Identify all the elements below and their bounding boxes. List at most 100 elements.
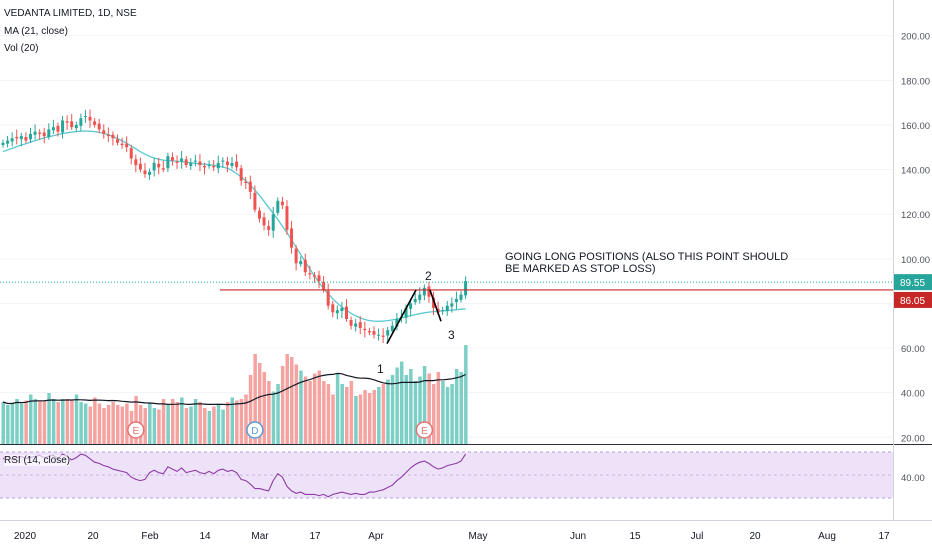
candle-body <box>436 308 440 313</box>
annotations-layer: E D E GOING LONG POSITIONS (ALSO THIS POINT… <box>127 251 788 439</box>
volume-bar <box>418 376 422 444</box>
volume-bar <box>290 357 294 444</box>
volume-bar <box>143 408 147 444</box>
candle-body <box>235 161 239 168</box>
candle-body <box>290 228 294 248</box>
candle-body <box>120 143 124 146</box>
candle-body <box>97 123 101 130</box>
volume-bar <box>28 394 33 444</box>
volume-bar <box>184 408 189 444</box>
candle-body <box>230 162 234 166</box>
x-tick-label: May <box>469 531 488 542</box>
volume-bar <box>47 393 51 444</box>
candle-body <box>106 134 110 137</box>
candle-body <box>138 163 142 170</box>
candle-body <box>454 298 458 303</box>
candle-body <box>427 286 431 297</box>
volume-bar <box>203 408 207 444</box>
volume-bar <box>248 375 253 444</box>
volume-bar <box>216 403 221 444</box>
candle-body <box>262 217 266 226</box>
annotation-text-line1: GOING LONG POSITIONS (ALSO THIS POINT SH… <box>505 251 788 263</box>
candle-body <box>33 131 37 135</box>
volume-bar <box>106 405 111 444</box>
volume-bar <box>386 379 390 444</box>
volume-bar <box>372 390 376 444</box>
volume-bar <box>464 345 468 444</box>
x-tick-label: Jun <box>570 531 586 542</box>
rsi-legend: RSI (14, close) <box>4 455 71 466</box>
volume-bar <box>15 399 19 444</box>
candle-body <box>464 281 468 296</box>
candle-body <box>271 214 275 231</box>
volume-bar <box>79 402 83 444</box>
candle-body <box>248 181 252 192</box>
volume-bar <box>322 381 326 444</box>
candle-body <box>134 159 138 166</box>
x-tick-label: 2020 <box>14 531 37 542</box>
y-tick-label: 140.00 <box>901 166 930 177</box>
volume-bar <box>299 370 303 444</box>
annotation-text-line2: BE MARKED AS STOP LOSS) <box>505 263 656 275</box>
candle-body <box>70 121 74 128</box>
candle-body <box>267 226 271 230</box>
candle-body <box>257 210 261 219</box>
volume-bar <box>331 394 335 444</box>
ma-line <box>2 130 466 322</box>
symbol-title: VEDANTA LIMITED, 1D, NSE <box>4 8 137 19</box>
candle-body <box>363 328 367 331</box>
volume-bar <box>230 397 234 444</box>
volume-bar <box>70 400 74 444</box>
volume-bar <box>61 399 65 444</box>
candle-body <box>354 323 358 327</box>
volume-bar <box>116 405 120 444</box>
volume-bar <box>294 364 299 444</box>
volume-bar <box>189 406 193 444</box>
candle-body <box>88 116 92 121</box>
volume-bar <box>244 394 248 444</box>
volume-bar <box>111 402 115 444</box>
volume-bar <box>175 402 180 444</box>
candle-body <box>294 248 298 264</box>
volume-bar <box>125 403 129 444</box>
rsi-layer <box>2 453 467 498</box>
volume-bar <box>152 408 157 444</box>
volume-bar <box>257 363 262 444</box>
x-tick-label: Jul <box>691 531 704 542</box>
volume-bar <box>413 381 418 444</box>
candle-body <box>390 325 394 332</box>
volume-bar <box>432 384 436 444</box>
candle-body <box>299 261 303 265</box>
volume-bar <box>271 391 276 444</box>
candle-body <box>10 138 14 142</box>
volume-bar <box>363 390 367 444</box>
volume-bar <box>221 409 225 444</box>
candle-body <box>358 322 362 328</box>
candle-body <box>47 129 51 137</box>
candle-body <box>116 139 119 143</box>
volume-bar <box>340 384 344 444</box>
volume-bar <box>445 387 450 444</box>
volume-bar <box>450 384 454 444</box>
candle-body <box>317 275 321 282</box>
volume-bar <box>267 381 271 444</box>
candle-body <box>303 259 307 273</box>
candle-body <box>157 163 161 168</box>
candle-body <box>459 294 463 300</box>
candle-body <box>125 143 129 148</box>
volume-bar <box>134 396 138 444</box>
volume-bar <box>427 373 431 444</box>
candle-body <box>280 201 284 206</box>
candle-body <box>322 282 326 291</box>
volume-bar <box>225 402 230 444</box>
candle-body <box>312 275 316 277</box>
candle-body <box>148 171 152 175</box>
volume-bar <box>239 399 244 444</box>
volume-bar <box>308 381 312 444</box>
point-label-3: 3 <box>448 328 455 342</box>
volume-bar <box>56 402 60 444</box>
volume-bar <box>390 375 395 444</box>
trendline-1-2 <box>386 289 417 344</box>
volume-bar <box>235 400 239 444</box>
